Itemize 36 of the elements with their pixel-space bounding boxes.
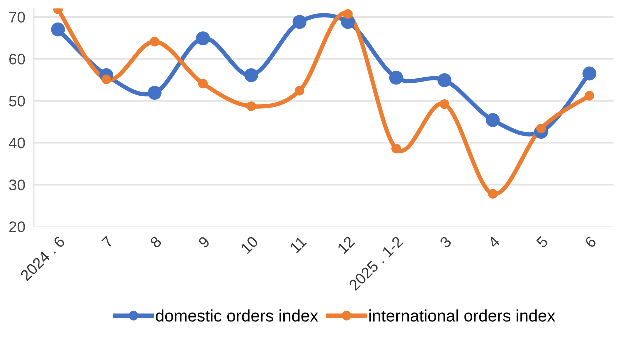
point: [440, 100, 450, 110]
x-tick-label: 7: [102, 236, 114, 248]
x-tick-label: 8: [150, 236, 162, 249]
legend-label: domestic orders index: [156, 310, 318, 322]
point: [292, 15, 307, 30]
point: [196, 32, 210, 46]
point: [150, 37, 160, 47]
point: [294, 86, 305, 96]
x-tick-label: 11: [290, 236, 308, 254]
point: [392, 144, 402, 154]
point: [438, 74, 452, 88]
y-tick-label: 20: [10, 222, 26, 232]
y-tick-label: 30: [9, 180, 26, 191]
x-tick-label: 12: [337, 236, 356, 254]
legend-label: international orders index: [370, 310, 556, 322]
point: [148, 86, 162, 100]
x-tick-label: 6: [584, 236, 598, 249]
point: [246, 102, 256, 112]
x-tick-label: 4: [488, 236, 501, 249]
point: [389, 71, 404, 85]
x-tick-label: 10: [240, 236, 259, 254]
y-tick-label: 60: [10, 54, 26, 65]
x-tick-label: 9: [198, 236, 211, 249]
point: [198, 78, 208, 89]
point: [343, 9, 353, 20]
x-tick-label: 3: [439, 236, 452, 249]
point: [486, 113, 500, 128]
point: [584, 91, 595, 101]
x-tick-label: 5: [536, 236, 549, 249]
y-tick-label: 40: [9, 138, 26, 149]
point: [582, 66, 597, 81]
point: [244, 68, 258, 82]
point: [488, 189, 498, 199]
y-tick-label: 50: [9, 96, 26, 107]
point: [51, 22, 66, 37]
y-tick-label: 70: [10, 12, 26, 23]
